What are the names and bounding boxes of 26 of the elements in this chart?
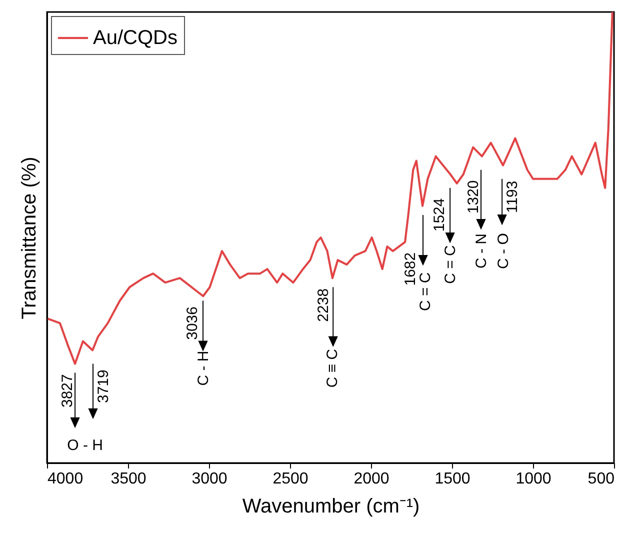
x-axis-title: Wavenumber (cm⁻¹) (242, 496, 420, 518)
annotation: 1682 (402, 252, 420, 286)
annotation: 1193 (504, 180, 521, 214)
y-axis-title: Transmittance (%) (18, 156, 40, 320)
x-tick-label: 1000 (516, 470, 552, 488)
annotation: C - H (195, 350, 212, 386)
x-tick-label: 2000 (354, 470, 390, 488)
x-tick-label: 3500 (110, 470, 146, 488)
x-tick-label: 3000 (192, 470, 228, 488)
x-tick-label: 4000 (48, 470, 84, 488)
annotation: C = C (416, 272, 434, 312)
x-tick-label: 2500 (272, 470, 308, 488)
legend-label: Au/CQDs (93, 27, 178, 49)
x-tick-label: 500 (588, 470, 615, 488)
annotation: 3827 (58, 374, 76, 408)
annotation: C - O (495, 233, 512, 269)
annotation: C ≡ C (324, 348, 341, 388)
annotation: O - H (67, 436, 103, 454)
annotation: 1524 (431, 198, 448, 232)
annotation: 3719 (95, 370, 112, 404)
annotation: 3036 (184, 306, 201, 340)
annotation: 1320 (465, 180, 482, 214)
x-tick-label: 1500 (434, 470, 470, 488)
annotation: 2238 (315, 288, 332, 322)
annotation: C - N (473, 234, 490, 269)
annotation: C = C (442, 245, 460, 284)
